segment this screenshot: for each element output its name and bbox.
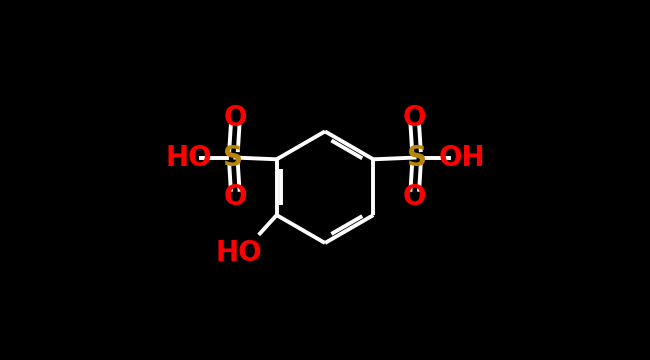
Text: O: O bbox=[403, 104, 426, 132]
Text: S: S bbox=[406, 144, 426, 171]
Text: O: O bbox=[224, 183, 247, 211]
Text: HO: HO bbox=[165, 144, 212, 171]
Text: S: S bbox=[224, 144, 244, 171]
Text: O: O bbox=[403, 183, 426, 211]
Text: O: O bbox=[224, 104, 247, 132]
Text: OH: OH bbox=[438, 144, 485, 171]
Text: HO: HO bbox=[216, 239, 262, 267]
